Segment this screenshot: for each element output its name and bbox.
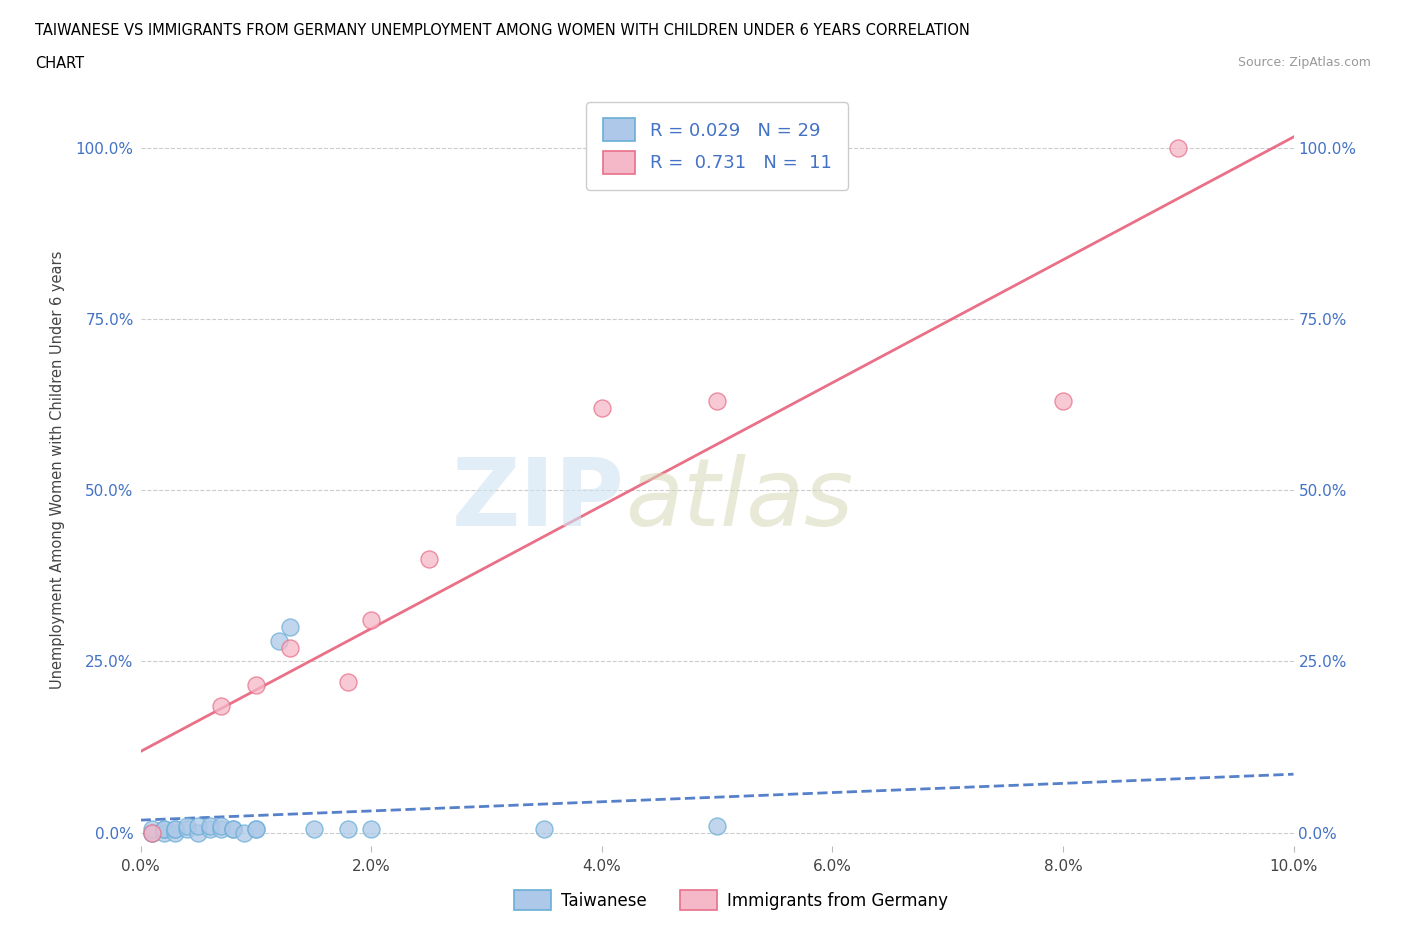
Point: [209, 822, 232, 837]
Text: TAIWANESE VS IMMIGRANTS FROM GERMANY UNEMPLOYMENT AMONG WOMEN WITH CHILDREN UNDE: TAIWANESE VS IMMIGRANTS FROM GERMANY UNE…: [35, 23, 970, 38]
Point: [1052, 393, 1074, 408]
Point: [245, 678, 267, 693]
Text: ZIP: ZIP: [451, 454, 624, 546]
Point: [209, 698, 232, 713]
Point: [152, 822, 174, 837]
Point: [165, 822, 187, 837]
Point: [533, 822, 555, 837]
Point: [198, 822, 221, 837]
Text: CHART: CHART: [35, 56, 84, 71]
Point: [233, 825, 256, 840]
Point: [176, 818, 198, 833]
Point: [280, 619, 302, 634]
Point: [337, 822, 360, 837]
Point: [418, 551, 440, 566]
Text: atlas: atlas: [624, 454, 853, 545]
Point: [245, 822, 267, 837]
Point: [176, 822, 198, 837]
Point: [591, 401, 613, 416]
Point: [267, 633, 290, 648]
Point: [1167, 140, 1189, 155]
Point: [198, 818, 221, 833]
Point: [141, 825, 163, 840]
Point: [302, 822, 325, 837]
Point: [245, 822, 267, 837]
Point: [706, 393, 728, 408]
Text: Source: ZipAtlas.com: Source: ZipAtlas.com: [1237, 56, 1371, 69]
Point: [222, 822, 245, 837]
Point: [141, 825, 163, 840]
Legend: Taiwanese, Immigrants from Germany: Taiwanese, Immigrants from Germany: [508, 884, 955, 917]
Point: [360, 613, 382, 628]
Point: [209, 818, 232, 833]
Point: [165, 825, 187, 840]
Point: [141, 825, 163, 840]
Point: [280, 640, 302, 655]
Point: [152, 822, 174, 837]
Y-axis label: Unemployment Among Women with Children Under 6 years: Unemployment Among Women with Children U…: [49, 250, 65, 689]
Point: [152, 825, 174, 840]
Legend: R = 0.029   N = 29, R =  0.731   N =  11: R = 0.029 N = 29, R = 0.731 N = 11: [586, 102, 848, 190]
Point: [337, 674, 360, 689]
Point: [141, 822, 163, 837]
Point: [360, 822, 382, 837]
Point: [706, 818, 728, 833]
Point: [222, 822, 245, 837]
Point: [187, 825, 209, 840]
Point: [187, 818, 209, 833]
Point: [165, 822, 187, 837]
